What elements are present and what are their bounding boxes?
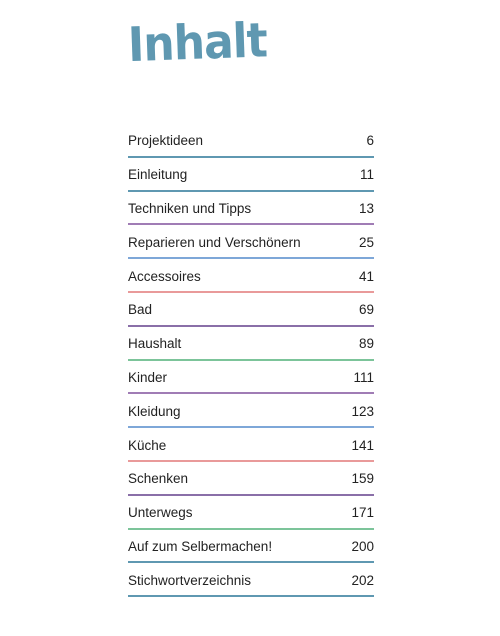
toc-entry-page: 89 [358, 336, 374, 352]
toc-entry: Küche 141 [128, 428, 374, 462]
toc-entry-label: Kinder [128, 369, 168, 385]
toc-entry-label: Unterwegs [128, 505, 193, 521]
toc-entry-page: 111 [353, 369, 374, 385]
toc-entry-label: Reparieren und Verschönern [128, 234, 301, 250]
toc-entry-page: 69 [358, 302, 374, 318]
toc-entry-page: 123 [351, 403, 374, 419]
toc-entry-page: 13 [358, 200, 374, 216]
toc-entry: Einleitung 11 [128, 158, 374, 192]
toc-entry: Reparieren und Verschönern 25 [128, 225, 374, 260]
toc-entry-label: Auf zum Selbermachen! [128, 538, 273, 554]
toc-entry-page: 159 [351, 471, 374, 487]
toc-entry-label: Techniken und Tipps [128, 200, 252, 216]
toc-entry-label: Accessoires [128, 268, 201, 284]
toc-entry-label: Kleidung [128, 403, 181, 419]
toc-entry-page: 200 [351, 538, 374, 554]
toc-entry: Haushalt 89 [128, 327, 374, 361]
toc-entry-page: 202 [351, 572, 374, 588]
toc-entry-label: Bad [128, 302, 153, 318]
toc-entry: Bad 69 [128, 293, 374, 327]
page-title: Inhalt [127, 13, 268, 73]
toc-entry-page: 141 [351, 437, 374, 453]
toc-entry-page: 171 [351, 505, 374, 521]
toc-entry-page: 11 [359, 167, 374, 183]
table-of-contents: Projektideen 6 Einleitung 11 Techniken u… [128, 124, 374, 598]
toc-entry-label: Projektideen [128, 133, 204, 149]
toc-entry: Auf zum Selbermachen! 200 [128, 530, 374, 564]
toc-entry-label: Stichwortverzeichnis [128, 572, 252, 588]
toc-entry-page: 25 [358, 234, 374, 250]
toc-entry-label: Küche [128, 437, 167, 453]
toc-entry-label: Einleitung [128, 167, 188, 183]
toc-entry-page: 6 [366, 133, 374, 149]
toc-entry-label: Haushalt [128, 336, 182, 352]
toc-entry: Kleidung 123 [128, 394, 374, 429]
toc-entry-label: Schenken [128, 471, 189, 487]
toc-entry: Projektideen 6 [128, 124, 374, 158]
toc-entry: Unterwegs 171 [128, 496, 374, 530]
toc-entry: Stichwortverzeichnis 202 [128, 563, 374, 598]
toc-entry-page: 41 [358, 268, 374, 284]
toc-entry: Schenken 159 [128, 462, 374, 496]
toc-entry: Techniken und Tipps 13 [128, 192, 374, 226]
toc-entry: Accessoires 41 [128, 259, 374, 293]
toc-entry: Kinder 111 [128, 361, 374, 395]
